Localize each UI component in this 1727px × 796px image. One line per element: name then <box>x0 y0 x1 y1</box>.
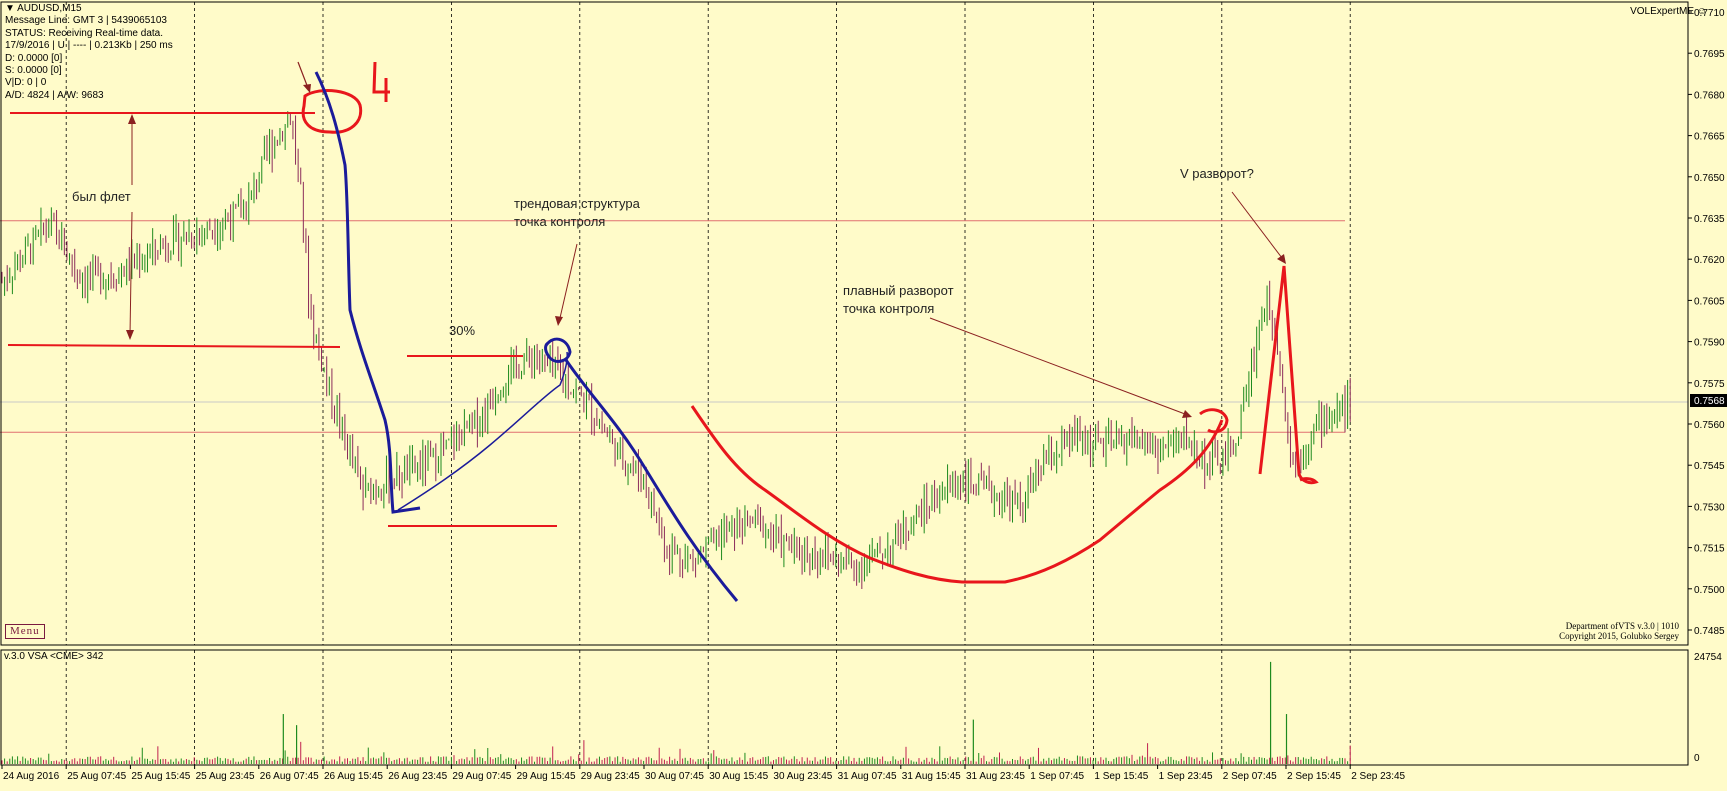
x-tick-label: 1 Sep 15:45 <box>1094 771 1148 782</box>
y-tick-label: 0.7545 <box>1694 461 1725 472</box>
x-tick-label: 29 Aug 23:45 <box>581 771 640 782</box>
top-arrow-head <box>303 84 311 93</box>
y-tick-label: 0.7515 <box>1694 544 1725 555</box>
y-tick-label: 0.7500 <box>1694 585 1725 596</box>
trend-arrow-head <box>555 316 563 326</box>
blue-control-circle <box>544 337 572 363</box>
hand-drawings: был флет трендовая структура точка контр… <box>7 61 1319 602</box>
smooth-arrow <box>929 317 1186 415</box>
smooth-arrow-head <box>1182 410 1192 418</box>
trend-annotation-line2: точка контроля <box>514 214 605 229</box>
trend-annotation-line1: трендовая структура <box>514 196 641 211</box>
menu-button[interactable]: Menu <box>5 624 45 639</box>
flat-arrow-down <box>129 211 133 336</box>
current-price-box <box>1690 394 1727 407</box>
info-line: V|D: 0 | 0 <box>5 77 47 89</box>
v-annotation: V разворот? <box>1180 166 1254 181</box>
credits-line2: Copyright 2015, Golubko Sergey <box>1559 631 1679 641</box>
info-line: Message Line: GMT 3 | 5439065103 <box>5 15 167 27</box>
credits-line1: Department ofVTS v.3.0 | 1010 <box>1565 621 1679 631</box>
top-arrow <box>297 61 309 89</box>
symbol-title: ▼ AUDUSD,M15 <box>5 3 82 14</box>
smooth-annotation-line1: плавный разворот <box>843 283 954 298</box>
info-line: S: 0.0000 [0] <box>5 65 62 77</box>
y-tick-label: 0.7635 <box>1694 214 1725 225</box>
y-tick-label: 0.7710 <box>1694 8 1725 19</box>
y-tick-label: 0.7485 <box>1694 626 1725 637</box>
y-tick-label: 0.7530 <box>1694 502 1725 513</box>
x-tick-label: 24 Aug 2016 <box>3 771 60 782</box>
y-tick-label: 0.7620 <box>1694 255 1725 266</box>
x-tick-label: 1 Sep 23:45 <box>1159 771 1213 782</box>
red-control-circle <box>1199 408 1229 434</box>
y-tick-label: 0.7560 <box>1694 420 1725 431</box>
smiley-icon: ☺ <box>1696 6 1707 17</box>
current-price-label: 0.7568 <box>1694 396 1725 407</box>
indicator-axis-bottom: 0 <box>1694 753 1700 764</box>
x-tick-label: 31 Aug 15:45 <box>902 771 961 782</box>
v-arrow <box>1231 191 1283 259</box>
x-tick-label: 2 Sep 07:45 <box>1223 771 1277 782</box>
y-tick-label: 0.7605 <box>1694 296 1725 307</box>
expert-title: VOLExpertME ☺ <box>1630 6 1707 17</box>
x-tick-label: 25 Aug 23:45 <box>196 771 255 782</box>
y-tick-label: 0.7590 <box>1694 338 1725 349</box>
y-tick-label: 0.7680 <box>1694 90 1725 101</box>
x-tick-label: 31 Aug 23:45 <box>966 771 1025 782</box>
top-circle <box>301 89 363 134</box>
x-tick-label: 30 Aug 23:45 <box>773 771 832 782</box>
blue-second-downtrend <box>564 359 739 602</box>
red-rounded-reversal <box>690 405 1224 584</box>
v-arrow-head <box>1277 254 1286 264</box>
info-line: 17/9/2016 | U | ---- | 0.213Kb | 250 ms <box>5 40 173 52</box>
y-tick-label: 0.7665 <box>1694 132 1725 143</box>
smooth-annotation-line2: точка контроля <box>843 301 934 316</box>
y-tick-label: 0.7650 <box>1694 173 1725 184</box>
flat-arrow-up-head <box>128 114 136 124</box>
y-tick-label: 0.7575 <box>1694 379 1725 390</box>
pct-annotation: 30% <box>449 323 475 338</box>
x-tick-label: 1 Sep 07:45 <box>1030 771 1084 782</box>
flat-annotation: был флет <box>72 189 131 204</box>
indicator-title: v.3.0 VSA <CME> 342 <box>4 651 104 662</box>
x-tick-label: 26 Aug 07:45 <box>260 771 319 782</box>
y-tick-label: 0.7695 <box>1694 49 1725 60</box>
x-tick-label: 30 Aug 07:45 <box>645 771 704 782</box>
x-tick-label: 29 Aug 07:45 <box>452 771 511 782</box>
info-line: D: 0.0000 [0] <box>5 52 63 64</box>
red-v-reversal <box>1258 265 1319 485</box>
x-tick-label: 31 Aug 07:45 <box>838 771 897 782</box>
x-tick-label: 29 Aug 15:45 <box>517 771 576 782</box>
main-panel-frame <box>0 1 1689 646</box>
volume-bars <box>1 661 1351 764</box>
flat-arrow-down-head <box>126 330 134 340</box>
flat-bottom-line <box>7 344 341 348</box>
credits: Department ofVTS v.3.0 | 1010 Copyright … <box>1559 621 1679 641</box>
info-line: STATUS: Receiving Real-time data. <box>5 27 164 39</box>
marker-4-drawing <box>372 61 390 102</box>
x-tick-label: 26 Aug 15:45 <box>324 771 383 782</box>
info-line: A/D: 4824 | A/W: 9683 <box>5 89 104 101</box>
x-tick-label: 30 Aug 15:45 <box>709 771 768 782</box>
x-tick-label: 25 Aug 15:45 <box>131 771 190 782</box>
blue-uptrend-line <box>397 351 568 511</box>
indicator-axis-top: 24754 <box>1694 652 1722 663</box>
info-panel: ▼ AUDUSD,M15 Message Line: GMT 3 | 54390… <box>5 3 173 102</box>
blue-downtrend-line <box>314 71 421 514</box>
x-tick-label: 2 Sep 15:45 <box>1287 771 1341 782</box>
horizontal-levels <box>0 220 1688 433</box>
trend-arrow <box>559 243 578 319</box>
x-tick-label: 2 Sep 23:45 <box>1351 771 1405 782</box>
x-tick-label: 25 Aug 07:45 <box>67 771 126 782</box>
indicator-panel-frame <box>0 649 1689 766</box>
x-tick-label: 26 Aug 23:45 <box>388 771 447 782</box>
